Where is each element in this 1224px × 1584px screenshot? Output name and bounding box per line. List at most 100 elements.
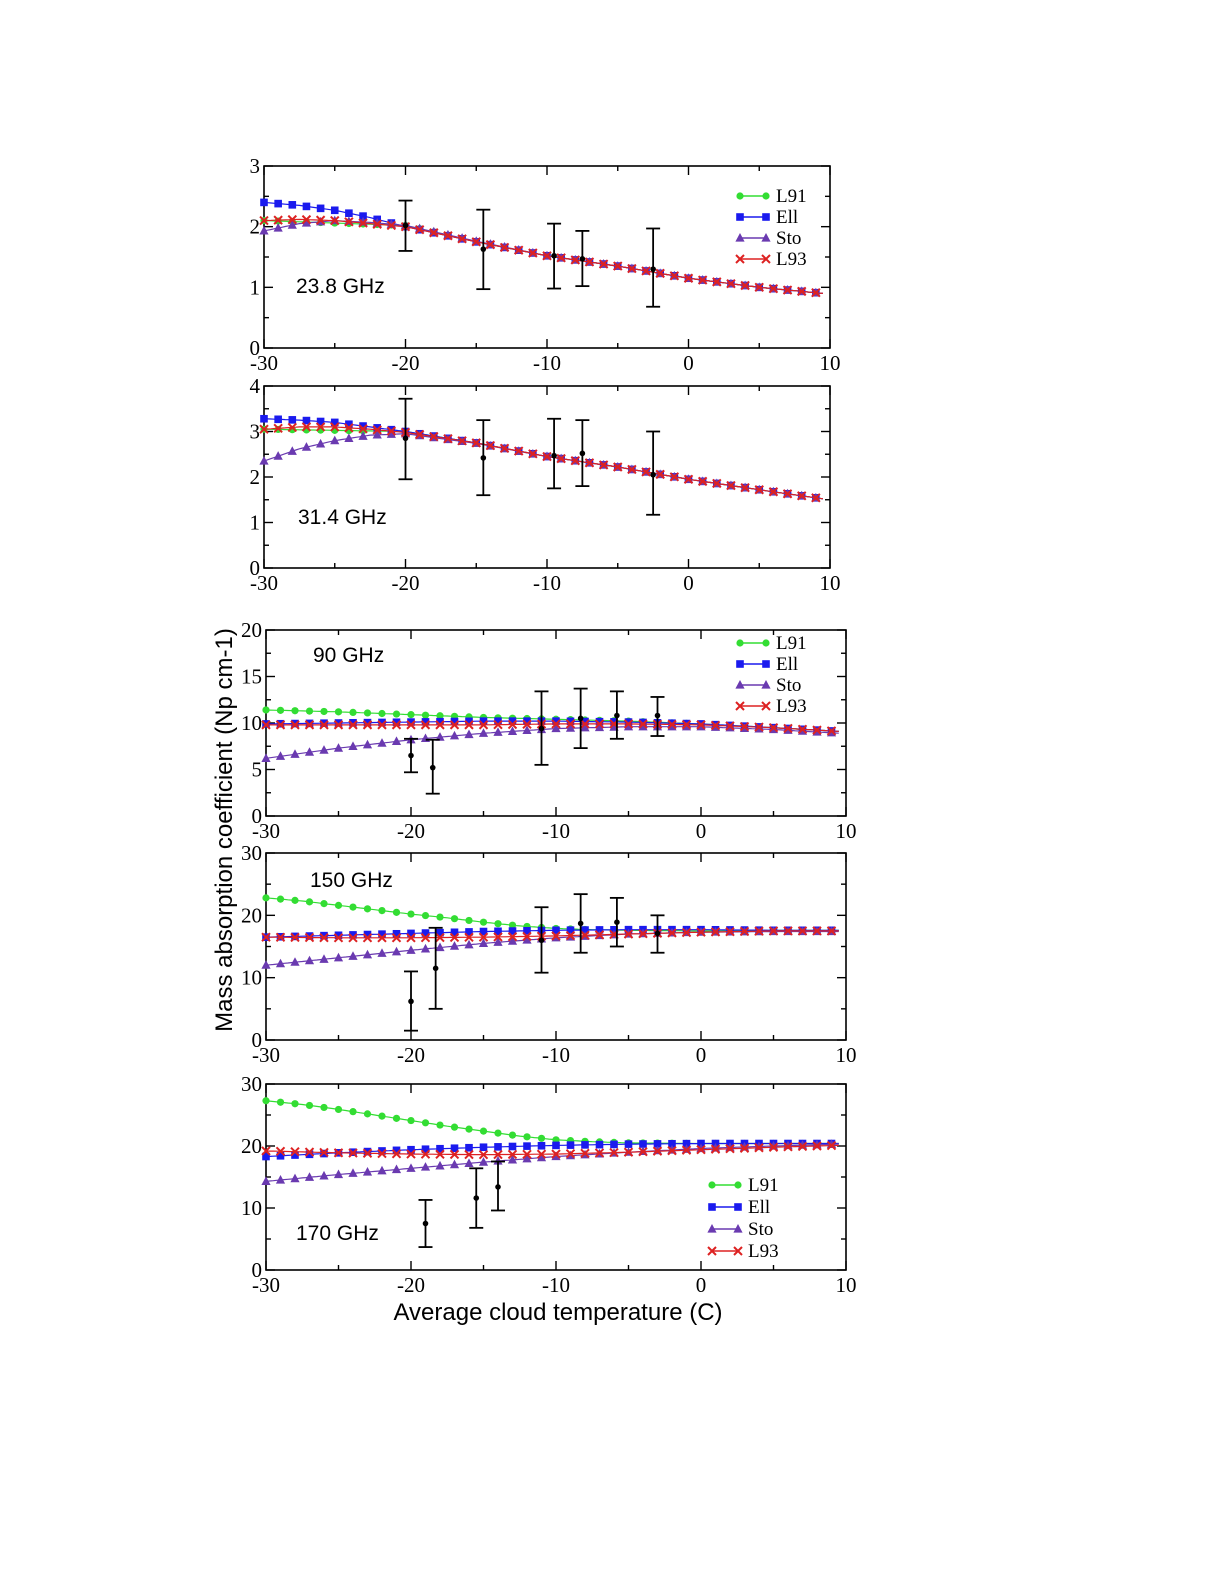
data-point (344, 423, 354, 433)
data-point (349, 708, 357, 716)
data-point (372, 429, 382, 439)
data-point (348, 951, 358, 960)
data-point (783, 926, 793, 936)
data-point (304, 747, 315, 756)
data-point (259, 424, 269, 434)
data-point (334, 1105, 343, 1114)
data-point (566, 717, 575, 726)
data-point (261, 720, 271, 730)
data-point (301, 442, 312, 451)
data-point (507, 936, 518, 945)
data-point (420, 720, 431, 730)
chart-panel-4: -30 -20 -10 0 10 0 10 20 30 150 GHz (241, 841, 857, 1067)
observation-point (408, 998, 414, 1005)
legend-label: L91 (776, 186, 807, 207)
data-point (276, 1098, 285, 1106)
data-point (457, 234, 467, 244)
data-point (464, 939, 474, 949)
observation-point (538, 937, 545, 944)
data-point (826, 1140, 837, 1151)
data-point (348, 720, 358, 730)
data-point (334, 708, 343, 716)
legend-label: Ell (748, 1197, 770, 1218)
data-point (443, 433, 453, 444)
data-point (436, 913, 444, 921)
x-tick-label: -30 (252, 1273, 280, 1297)
data-point (479, 1143, 488, 1152)
data-point (457, 436, 467, 446)
data-point (362, 933, 373, 943)
data-point (513, 245, 524, 255)
data-point (556, 453, 566, 464)
data-point (363, 930, 372, 939)
data-point (522, 935, 532, 944)
data-point (623, 719, 634, 729)
data-point (363, 718, 372, 727)
data-point (595, 926, 604, 934)
data-point (392, 718, 401, 727)
data-point (435, 720, 445, 730)
legend-label: Sto (776, 228, 801, 249)
data-point (464, 720, 474, 730)
data-point (653, 1140, 662, 1148)
data-point (513, 446, 524, 456)
x-tick-label: -30 (250, 351, 278, 375)
data-point (304, 1172, 315, 1181)
data-point (407, 910, 415, 918)
data-point (493, 727, 503, 736)
observation-point (538, 725, 545, 732)
data-point (391, 1164, 402, 1174)
data-point (812, 926, 822, 936)
data-point (377, 933, 387, 943)
observation-point (654, 712, 661, 719)
data-point (464, 729, 474, 739)
x-tick-label: 0 (696, 1273, 707, 1297)
data-point (712, 277, 722, 287)
observation-point (577, 920, 584, 927)
data-point (333, 720, 344, 730)
data-point (811, 493, 821, 503)
data-point (623, 929, 634, 939)
panel-label: 170 GHz (296, 1222, 379, 1245)
data-point (493, 1149, 503, 1160)
data-point (655, 268, 665, 279)
data-point (443, 231, 453, 241)
series-sto (261, 926, 839, 969)
observation-point (650, 471, 656, 478)
x-tick-label: -30 (250, 571, 278, 595)
data-point (363, 1147, 372, 1156)
series-sto (259, 428, 823, 502)
data-point (739, 926, 750, 937)
observation-point (473, 1195, 480, 1201)
x-axis-title: Average cloud temperature (C) (393, 1299, 722, 1326)
data-point (334, 719, 343, 727)
data-point (639, 1140, 647, 1148)
data-point (406, 1163, 416, 1172)
data-point (378, 718, 386, 727)
y-tick-label: 3 (250, 420, 261, 444)
x-tick-label: -20 (397, 1043, 425, 1067)
data-point (333, 952, 344, 962)
data-point (262, 1097, 270, 1105)
data-point (528, 248, 538, 258)
data-point (421, 1145, 430, 1154)
x-tick-label: -10 (542, 1273, 570, 1297)
series-l91 (262, 1097, 839, 1148)
data-point (551, 1149, 561, 1159)
data-point (478, 728, 489, 737)
x-tick-label: -20 (397, 1273, 425, 1297)
observations (398, 397, 661, 516)
data-point (450, 717, 459, 726)
data-point (465, 928, 473, 936)
x-tick-label: 0 (696, 819, 707, 843)
data-point (464, 1149, 474, 1160)
data-point (377, 720, 387, 730)
data-point (754, 722, 764, 732)
data-point (507, 726, 518, 735)
data-point (796, 286, 807, 297)
data-point (449, 1159, 460, 1169)
data-point (811, 288, 821, 298)
data-point (363, 905, 372, 913)
data-point (508, 921, 517, 929)
data-point (552, 1141, 560, 1150)
